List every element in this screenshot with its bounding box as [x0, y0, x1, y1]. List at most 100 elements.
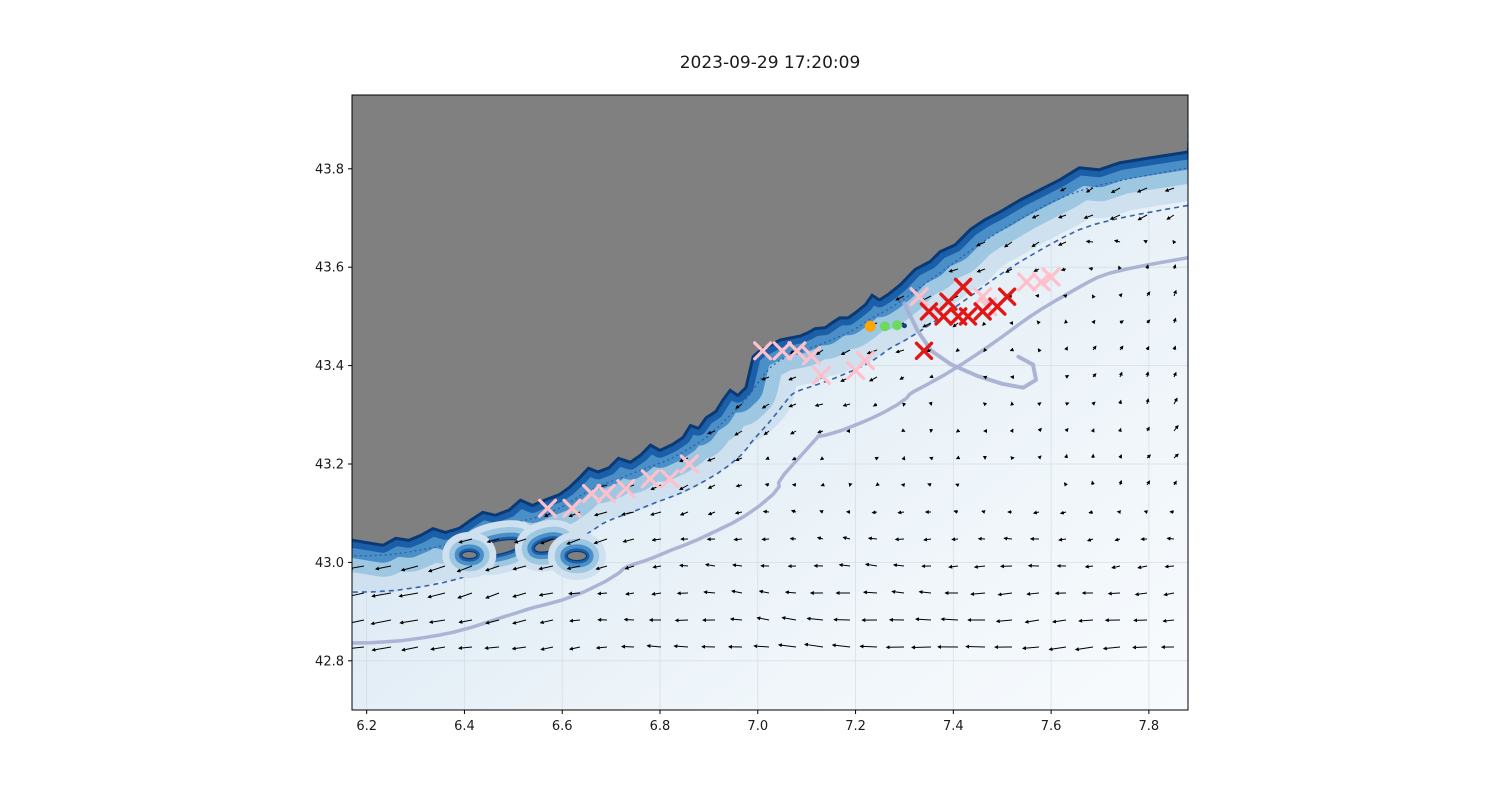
quiver-arrow: [1064, 453, 1069, 459]
axes-border: [351, 94, 1189, 711]
quiver-arrow: [955, 455, 961, 460]
quiver-arrow: [540, 538, 554, 545]
y-tick-label: 42.8: [315, 654, 344, 669]
y-tick-label: 43.8: [315, 162, 344, 177]
quiver-arrow: [1086, 537, 1094, 542]
quiver-arrow: [1173, 424, 1179, 432]
quiver-arrow: [1064, 346, 1068, 351]
quiver-arrow: [371, 646, 392, 652]
quiver-arrow: [922, 322, 932, 328]
quiver-arrow: [732, 563, 743, 568]
quiver-arrow: [982, 402, 988, 407]
quiver-arrow: [707, 484, 716, 489]
quiver-arrow: [703, 590, 716, 595]
quiver-arrow: [1060, 187, 1067, 192]
quiver-arrow: [1065, 402, 1070, 406]
quiver-arrow: [650, 511, 662, 516]
quiver-arrow: [352, 646, 365, 649]
quiver-arrow: [1166, 536, 1175, 541]
quiver-arrow: [513, 538, 527, 544]
quiver-arrow: [679, 563, 689, 568]
quiver-arrow: [777, 643, 797, 648]
quiver-arrow: [538, 592, 554, 597]
quiver-arrow: [1091, 319, 1096, 325]
quiver-arrow: [892, 563, 905, 568]
quiver-arrow: [1085, 239, 1094, 244]
quiver-arrow: [1078, 618, 1094, 623]
quiver-arrow: [371, 592, 392, 598]
quiver-arrow: [820, 482, 825, 487]
land-mass: [352, 95, 1188, 544]
quiver-arrow: [1119, 345, 1124, 351]
quiver-arrow: [1102, 646, 1121, 651]
quiver-arrow: [1173, 453, 1179, 459]
quiver-arrow: [1090, 428, 1095, 433]
y-tick-label: 43.4: [315, 359, 344, 374]
quiver-arrow: [1084, 564, 1094, 569]
quiver-arrow: [1114, 537, 1121, 542]
canyon-contour: [902, 301, 1039, 390]
quiver-arrow: [952, 322, 959, 328]
quiver-arrow: [1085, 187, 1094, 193]
quiver-arrow: [1172, 371, 1177, 378]
quiver-arrow: [569, 618, 581, 623]
quiver-arrow: [1118, 399, 1123, 405]
quiver-arrow: [707, 457, 716, 462]
quiver-arrow: [512, 565, 527, 571]
quiver-arrow: [733, 537, 743, 542]
x-tick-label: 7.4: [943, 719, 964, 734]
quiver-arrow: [868, 376, 878, 382]
quiver-arrow: [840, 349, 851, 356]
quiver-arrow: [1134, 592, 1148, 597]
quiver-arrow: [1172, 239, 1177, 245]
quiver-arrow: [995, 619, 1013, 624]
quiver-arrow: [1143, 240, 1148, 244]
quiver-arrow: [1063, 482, 1068, 487]
quiver-arrow: [623, 617, 635, 622]
quiver-arrow: [622, 538, 635, 543]
quiver-arrow: [1083, 214, 1094, 219]
quiver-arrow: [859, 644, 878, 649]
quiver-arrow: [485, 565, 500, 572]
quiver-arrow: [1091, 401, 1096, 406]
quiver-arrow: [955, 347, 960, 352]
quiver-arrow: [872, 402, 878, 407]
quiver-arrow: [458, 619, 473, 624]
quiver-arrow: [875, 482, 880, 487]
quiver-arrow: [729, 617, 743, 622]
quiver-arrow: [914, 617, 932, 622]
y-tick-label: 43.0: [315, 556, 344, 571]
quiver-arrow: [1118, 293, 1123, 298]
quiver-arrow: [1090, 480, 1095, 486]
quiver-arrow: [1092, 373, 1097, 378]
island: [442, 532, 497, 579]
quiver-arrow: [704, 563, 716, 567]
quiver-arrow: [621, 644, 635, 649]
quiver-arrow: [1113, 239, 1121, 244]
quiver-arrow: [1164, 564, 1175, 569]
quiver-arrow: [1145, 398, 1150, 405]
quiver-arrow: [625, 591, 635, 596]
figure-title: 2023-09-29 17:20:09: [680, 53, 861, 73]
quiver-arrow: [597, 591, 608, 596]
quiver-arrow: [862, 590, 878, 595]
quiver-arrow: [804, 642, 824, 648]
quiver-arrow: [764, 482, 770, 487]
quiver-arrow: [1137, 565, 1148, 570]
quiver-arrow: [731, 589, 743, 594]
quiver-arrow: [651, 537, 662, 542]
x-tick-label: 6.6: [552, 719, 573, 734]
quiver-arrow: [982, 321, 987, 326]
quiver-arrow: [1117, 427, 1122, 433]
quiver-arrow: [1173, 289, 1177, 297]
quiver-arrow: [1033, 268, 1040, 272]
quiver-arrow: [923, 537, 932, 542]
quiver-arrow: [1164, 187, 1175, 192]
quiver-arrow: [1037, 427, 1042, 433]
quiver-arrow: [897, 510, 905, 515]
quiver-arrow: [1172, 345, 1177, 351]
quiver-arrow: [871, 510, 878, 515]
quiver-arrow: [761, 403, 770, 409]
quiver-arrow: [1119, 320, 1124, 325]
quiver-arrow: [781, 616, 797, 621]
